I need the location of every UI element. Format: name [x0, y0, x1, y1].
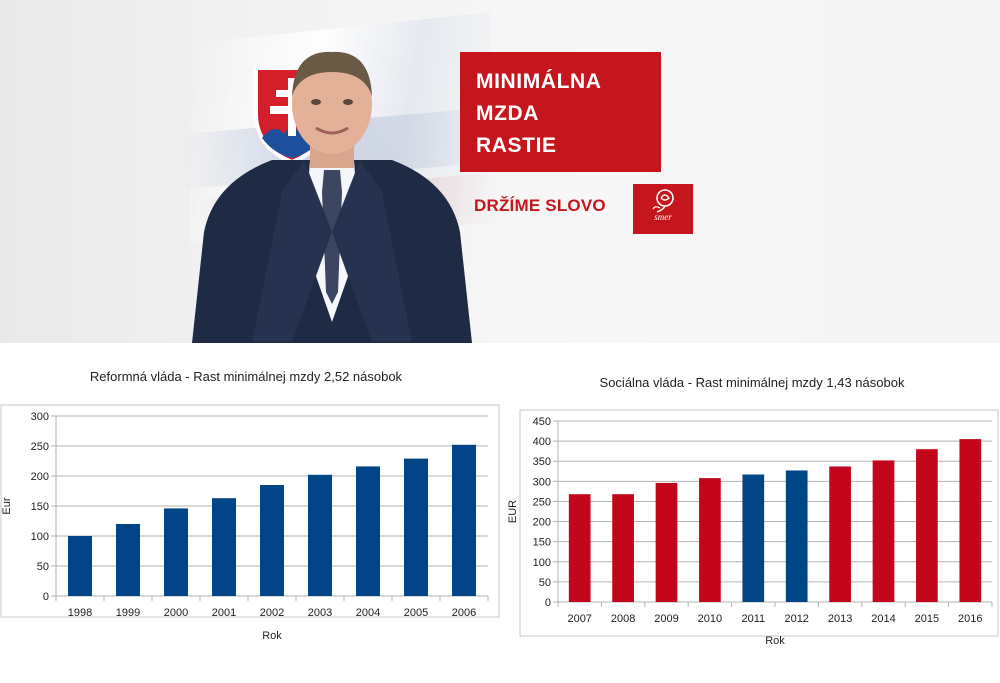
x-tick-label: 2001	[212, 607, 236, 619]
headline-line-1: MINIMÁLNA	[476, 70, 602, 93]
bar-1998	[68, 536, 92, 596]
x-axis-label: Rok	[262, 630, 282, 642]
x-tick-label: 2016	[958, 613, 982, 625]
bar-2013	[829, 466, 851, 602]
y-tick-label: 200	[533, 517, 551, 529]
y-tick-label: 0	[43, 591, 49, 603]
y-axis-label: Eur	[1, 497, 13, 514]
politician-portrait	[192, 51, 472, 343]
x-tick-label: 2010	[698, 613, 722, 625]
bar-2016	[959, 439, 982, 602]
x-tick-label: 2007	[567, 613, 591, 625]
bar-2009	[655, 482, 678, 602]
rose-logo-icon	[652, 189, 674, 213]
bar-2014	[872, 460, 895, 602]
x-tick-label: 2013	[828, 613, 852, 625]
bar-2001	[212, 498, 236, 596]
x-tick-label: 2005	[404, 607, 428, 619]
y-tick-label: 150	[31, 501, 49, 513]
x-tick-label: 2009	[654, 613, 678, 625]
x-tick-label: 2014	[871, 613, 895, 625]
y-tick-label: 0	[545, 597, 551, 609]
chart-title: Sociálna vláda - Rast minimálnej mzdy 1,…	[600, 375, 905, 390]
chart-frame	[0, 404, 500, 618]
party-logo-text: smer	[654, 212, 672, 222]
x-tick-label: 2004	[356, 607, 380, 619]
bar-2005	[404, 458, 428, 596]
headline-box: MINIMÁLNA MZDA RASTIE	[460, 52, 661, 172]
x-tick-label: 2003	[308, 607, 332, 619]
party-logo: smer	[633, 184, 693, 234]
x-tick-label: 2000	[164, 607, 188, 619]
y-tick-label: 100	[533, 557, 551, 569]
bar-2008	[612, 494, 634, 602]
y-tick-label: 50	[539, 577, 551, 589]
y-axis-label: EUR	[507, 500, 519, 523]
bar-2007	[568, 494, 591, 602]
y-tick-label: 50	[37, 561, 49, 573]
y-tick-label: 300	[31, 411, 49, 423]
bar-1999	[116, 524, 140, 596]
campaign-banner: MINIMÁLNA MZDA RASTIE DRŽÍME SLOVO smer	[0, 0, 1000, 343]
y-tick-label: 300	[533, 476, 551, 488]
x-tick-label: 2002	[260, 607, 284, 619]
slogan: DRŽÍME SLOVO	[474, 196, 606, 215]
x-tick-label: 2012	[784, 613, 808, 625]
x-tick-label: 2006	[452, 607, 476, 619]
bar-2015	[916, 449, 938, 602]
y-tick-label: 350	[533, 456, 551, 468]
y-tick-label: 450	[533, 416, 551, 428]
bar-2004	[356, 466, 380, 596]
y-tick-label: 200	[31, 471, 49, 483]
x-tick-label: 2008	[611, 613, 635, 625]
chart-frame	[519, 409, 999, 637]
x-tick-label: 1998	[68, 607, 92, 619]
y-tick-label: 250	[533, 496, 551, 508]
bar-2010	[699, 478, 721, 602]
x-axis-label: Rok	[765, 635, 785, 647]
bar-2000	[164, 508, 188, 596]
y-tick-label: 100	[31, 531, 49, 543]
chart-title: Reformná vláda - Rast minimálnej mzdy 2,…	[90, 369, 403, 384]
headline-line-3: RASTIE	[476, 134, 557, 157]
bar-2006	[452, 444, 476, 596]
headline-line-2: MZDA	[476, 102, 540, 125]
bar-2012	[785, 470, 808, 602]
x-tick-label: 2011	[741, 613, 765, 625]
y-tick-label: 400	[533, 436, 551, 448]
bar-2003	[308, 474, 332, 596]
y-tick-label: 150	[533, 537, 551, 549]
x-tick-label: 2015	[915, 613, 939, 625]
bar-2011	[742, 474, 765, 602]
y-tick-label: 250	[31, 441, 49, 453]
bar-2002	[260, 485, 284, 596]
x-tick-label: 1999	[116, 607, 140, 619]
